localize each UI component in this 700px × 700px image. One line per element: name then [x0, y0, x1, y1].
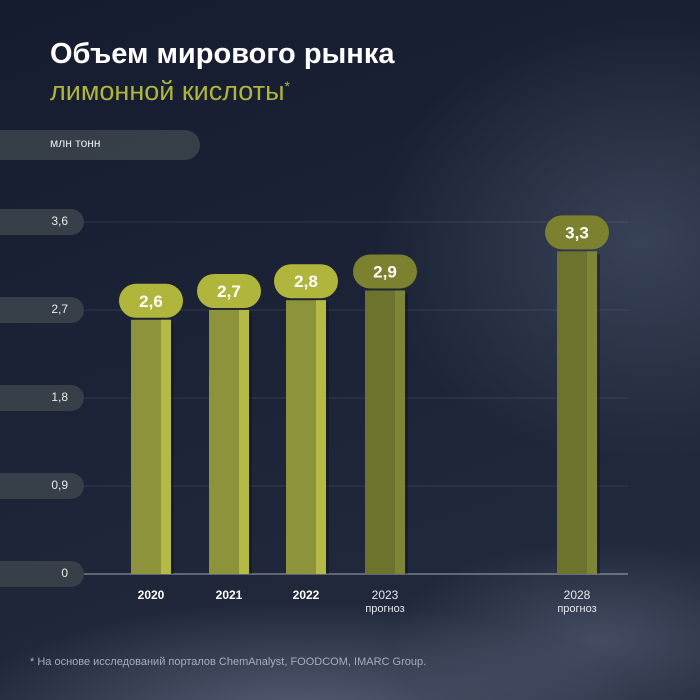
- bar-2023: [365, 290, 408, 574]
- value-label-2020: 2,6: [119, 283, 183, 318]
- y-tick-label: 3,6: [51, 214, 68, 228]
- y-tick-label: 0: [61, 566, 68, 580]
- x-tick-label: 2022: [292, 588, 320, 602]
- value-label-text: 2,8: [294, 272, 318, 291]
- x-tick-label: 2021: [215, 588, 243, 602]
- value-label-2023: 2,9: [353, 254, 417, 289]
- value-label-text: 2,9: [373, 262, 397, 281]
- value-label-text: 2,7: [217, 282, 241, 301]
- value-labels: 2,6 2,7 2,8 2,9 3,3: [119, 215, 609, 318]
- bars: [131, 251, 600, 575]
- chart-title-line2: лимонной кислоты*: [50, 76, 290, 107]
- value-label-text: 3,3: [565, 223, 589, 242]
- value-label-pill: [274, 264, 338, 299]
- y-axis-unit-label: млн тонн: [50, 136, 101, 150]
- bar-2020: [131, 319, 174, 574]
- bar-2022: [286, 300, 329, 574]
- value-label-pill: [197, 274, 261, 308]
- x-tick-sublabel: прогноз: [557, 603, 597, 615]
- x-tick-sublabel: прогноз: [365, 603, 405, 615]
- bar-highlight: [395, 290, 405, 574]
- y-tick-pill: [0, 297, 84, 323]
- bar-highlight: [587, 251, 597, 575]
- y-tick-pill: [0, 209, 84, 235]
- bar-2021: [209, 310, 252, 574]
- y-axis-unit-pill: [0, 130, 200, 160]
- x-tick-label: 2028: [563, 588, 591, 602]
- chart-title-line1: Объем мирового рынка: [50, 38, 395, 70]
- value-label-2022: 2,8: [274, 264, 338, 299]
- y-tick-label: 0,9: [51, 478, 68, 492]
- chart-title-line2-text: лимонной кислоты: [50, 76, 285, 106]
- x-tick-label: 2020: [137, 588, 165, 602]
- bar-highlight: [239, 310, 249, 574]
- y-tick-pill: [0, 385, 84, 411]
- y-tick-label: 1,8: [51, 390, 68, 404]
- value-label-text: 2,6: [139, 292, 163, 311]
- value-label-pill: [545, 215, 609, 250]
- bar-2028: [557, 251, 600, 575]
- y-tick-pill: [0, 561, 84, 587]
- value-label-2028: 3,3: [545, 215, 609, 250]
- y-tick-label: 2,7: [51, 302, 68, 316]
- value-label-pill: [353, 254, 417, 289]
- value-label-pill: [119, 283, 183, 318]
- y-tick-pill: [0, 473, 84, 499]
- bar-highlight: [316, 300, 326, 574]
- x-tick-label: 2023: [371, 588, 399, 602]
- bar-highlight: [161, 319, 171, 574]
- footnote-marker: *: [284, 78, 290, 94]
- gridlines: [84, 221, 628, 575]
- value-label-2021: 2,7: [197, 274, 261, 308]
- footnote: * На основе исследований порталов ChemAn…: [30, 656, 427, 668]
